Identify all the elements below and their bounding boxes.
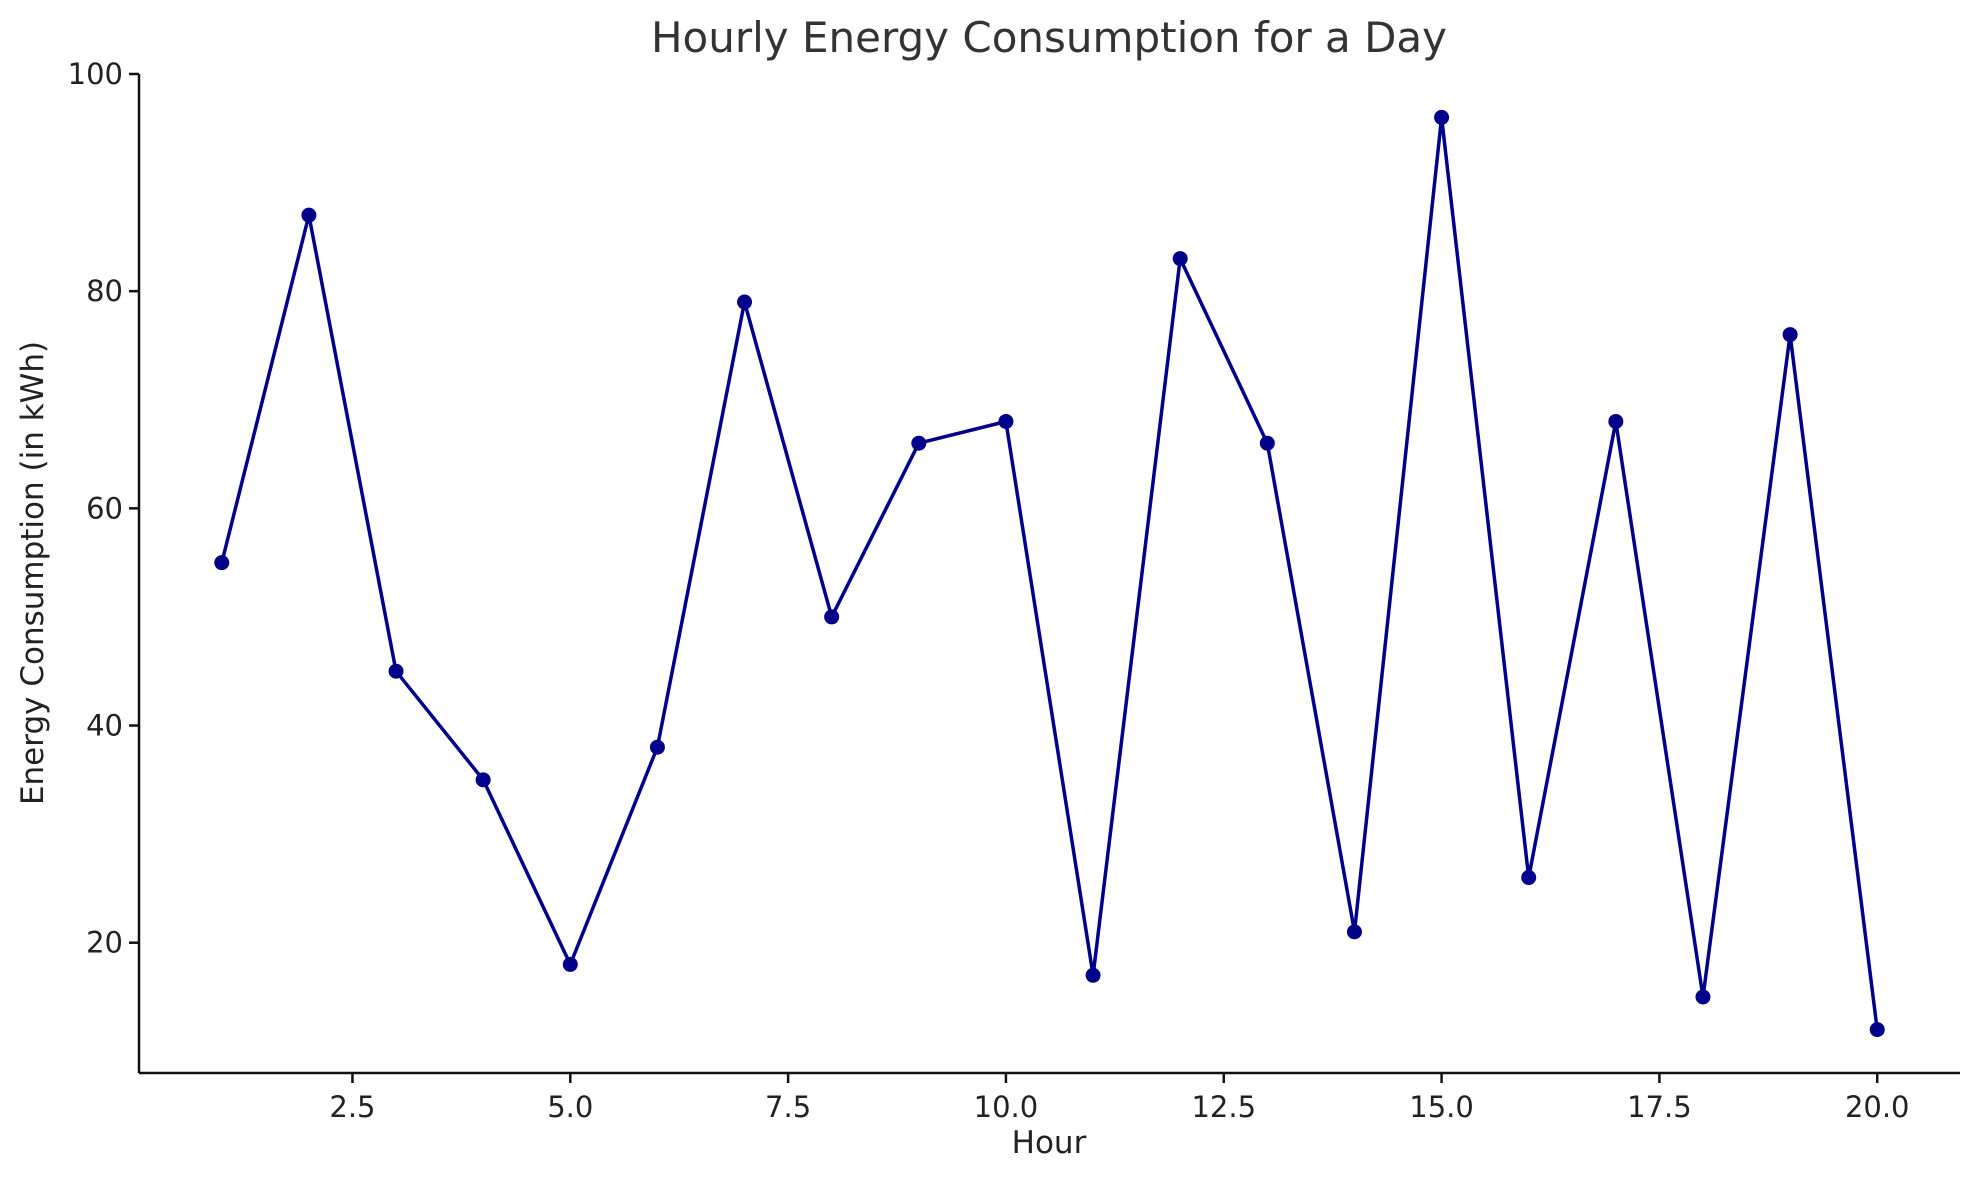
data-point (737, 294, 753, 310)
x-tick-label: 17.5 (1627, 1090, 1692, 1124)
data-point (388, 663, 404, 679)
data-point (1869, 1022, 1885, 1038)
data-series (214, 109, 1885, 1038)
y-tick-label: 20 (86, 926, 123, 960)
data-point (824, 609, 840, 625)
y-tick-label: 80 (86, 274, 123, 308)
data-point (1172, 251, 1188, 267)
data-point (1608, 413, 1624, 429)
x-tick-label: 5.0 (547, 1090, 593, 1124)
x-tick-label: 20.0 (1845, 1090, 1910, 1124)
x-axis: 2.5 5.0 7.5 10.0 12.5 15.0 17.5 20.0 (139, 1071, 1960, 1124)
x-tick-label: 10.0 (974, 1090, 1039, 1124)
data-point (214, 555, 230, 571)
y-tick-label: 100 (68, 57, 123, 91)
series-line (220, 115, 1879, 1032)
data-point (1434, 109, 1450, 125)
x-axis-label: Hour (1012, 1125, 1087, 1161)
data-point (475, 772, 491, 788)
x-tick-label: 15.0 (1409, 1090, 1474, 1124)
y-axis: 20 40 60 80 100 (68, 57, 141, 1073)
data-point (998, 413, 1014, 429)
data-point (1085, 967, 1101, 983)
data-point (1695, 989, 1711, 1005)
data-point (1521, 870, 1537, 886)
data-point (301, 207, 317, 223)
x-tick-label: 12.5 (1191, 1090, 1256, 1124)
x-tick-label: 2.5 (329, 1090, 375, 1124)
data-point (1346, 924, 1362, 940)
y-tick-label: 60 (86, 491, 123, 525)
data-point (649, 739, 665, 755)
chart-title: Hourly Energy Consumption for a Day (651, 13, 1447, 62)
y-tick-label: 40 (86, 709, 123, 743)
x-tick-label: 7.5 (765, 1090, 811, 1124)
data-point (562, 956, 578, 972)
data-point (1782, 327, 1798, 343)
y-axis-label: Energy Consumption (in kWh) (15, 341, 51, 805)
data-point (911, 435, 927, 451)
data-point (1259, 435, 1275, 451)
